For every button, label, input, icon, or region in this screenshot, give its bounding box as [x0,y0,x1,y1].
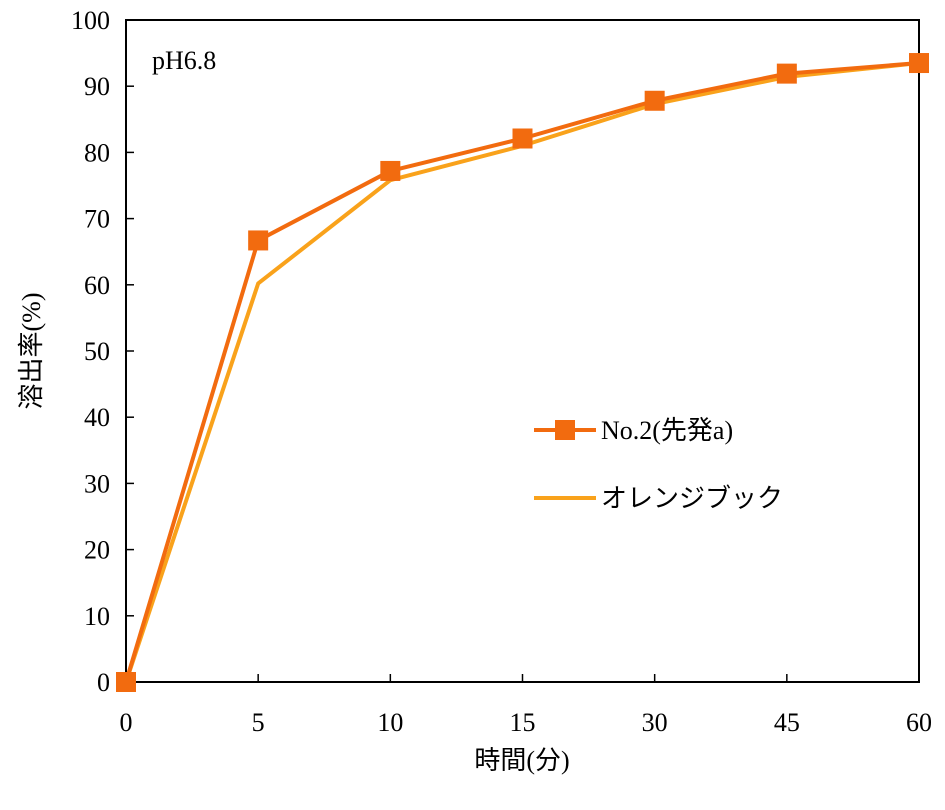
y-tick-label: 70 [84,205,110,234]
x-axis-ticks: 0 5 10 15 30 45 60 [120,674,932,737]
y-tick-label: 0 [97,668,110,697]
y-tick-label: 40 [84,403,110,432]
x-tick-label: 15 [510,708,536,737]
y-tick-label: 20 [84,536,110,565]
annotation-label: pH6.8 [152,46,216,75]
y-tick-label: 50 [84,337,110,366]
x-tick-label: 60 [906,708,932,737]
data-point-marker [116,672,136,692]
y-tick-label: 80 [84,138,110,167]
legend-label: No.2(先発a) [601,416,733,445]
data-point-marker [644,90,665,111]
data-point-marker [776,63,797,84]
x-tick-label: 45 [774,708,800,737]
legend-swatch-marker [555,420,575,440]
x-tick-label: 5 [252,708,265,737]
y-tick-label: 100 [71,6,110,35]
plot-area [125,19,920,683]
y-axis-title: 溶出率(%) [17,293,46,410]
data-point-marker [380,160,401,181]
data-point-marker [909,53,929,74]
y-tick-label: 10 [84,602,110,631]
legend: No.2(先発a) オレンジブック [534,416,783,513]
x-tick-label: 30 [642,708,668,737]
y-tick-label: 60 [84,271,110,300]
x-tick-label: 10 [377,708,403,737]
x-tick-label: 0 [120,708,133,737]
y-tick-label: 30 [84,469,110,498]
data-point-marker [248,230,269,251]
legend-label: オレンジブック [601,484,783,513]
data-point-marker [512,128,533,149]
y-axis-ticks: 0 10 20 30 40 50 60 70 80 90 100 [71,6,134,697]
series-layer [116,53,929,692]
x-axis-title: 時間(分) [474,746,569,775]
y-tick-label: 90 [84,72,110,101]
